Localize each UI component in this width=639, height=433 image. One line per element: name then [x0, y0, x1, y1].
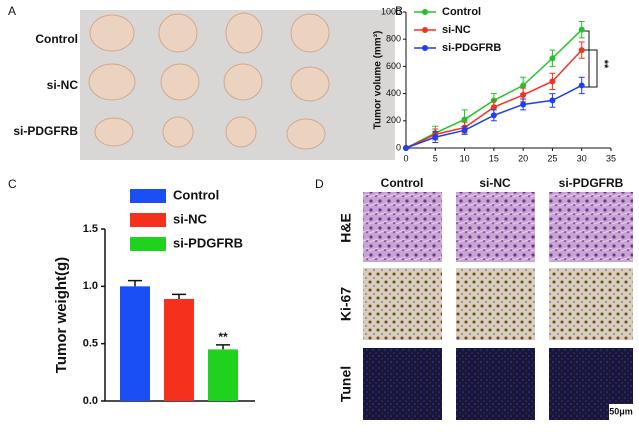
- point: [549, 55, 556, 62]
- legend-swatch: [130, 237, 166, 251]
- y-axis-label: Tumor volume (mm³): [373, 31, 384, 130]
- y-tick-label: 0: [396, 142, 401, 152]
- y-tick-label: 400: [386, 88, 401, 98]
- panel-label: B: [395, 4, 403, 18]
- point: [549, 78, 556, 85]
- bar: [208, 349, 238, 401]
- bar: [164, 298, 194, 401]
- y-tick-label: 200: [386, 115, 401, 125]
- point: [403, 145, 409, 151]
- y-tick-label: 1000: [381, 6, 401, 16]
- legend-marker: [422, 27, 428, 33]
- legend-swatch: [130, 213, 166, 227]
- legend-marker: [422, 45, 428, 51]
- point: [490, 104, 497, 111]
- legend-label: si-NC: [173, 211, 208, 226]
- panel-label: C: [8, 177, 17, 191]
- row-label: si-PDGFRB: [13, 124, 78, 138]
- x-tick-label: 30: [577, 153, 587, 163]
- row-label: Ki-67: [338, 287, 354, 321]
- point: [461, 116, 468, 123]
- y-tick-label: 600: [386, 61, 401, 71]
- legend-label: si-PDGFRB: [442, 42, 501, 54]
- scale-bar: 50μm: [609, 406, 633, 416]
- column-label: si-NC: [479, 176, 511, 190]
- point: [490, 112, 497, 119]
- x-tick-label: 25: [547, 153, 557, 163]
- error-bar: [172, 293, 186, 299]
- x-tick-label: 0: [403, 153, 408, 163]
- legend-swatch: [130, 189, 166, 203]
- error-bar: [128, 279, 142, 287]
- annotation: **: [598, 60, 610, 69]
- point: [520, 101, 527, 108]
- x-tick-label: 5: [433, 153, 438, 163]
- point: [549, 97, 556, 104]
- error-bar: [216, 344, 230, 350]
- row-label: si-NC: [47, 78, 79, 92]
- legend-label: si-PDGFRB: [173, 235, 243, 250]
- legend-label: si-NC: [442, 24, 471, 36]
- point: [461, 127, 468, 134]
- x-tick-label: 15: [489, 153, 499, 163]
- y-axis-label: Tumor weight(g): [53, 257, 70, 373]
- y-tick-label: 0.5: [83, 338, 98, 350]
- panel-label: A: [8, 4, 16, 18]
- significance-bracket: [584, 30, 598, 88]
- x-tick-label: 20: [518, 153, 528, 163]
- row-label: Tunel: [338, 366, 354, 402]
- row-label: Control: [35, 32, 78, 46]
- scale-bar-box: [609, 404, 633, 420]
- point: [520, 91, 527, 98]
- column-label: Control: [381, 176, 424, 190]
- point: [578, 47, 585, 54]
- legend-marker: [422, 9, 428, 15]
- point: [432, 134, 439, 141]
- legend-label: Control: [173, 187, 219, 202]
- point: [520, 82, 527, 89]
- legend-label: Control: [442, 6, 481, 18]
- row-label: H&E: [338, 213, 354, 243]
- micrographs: [363, 192, 633, 420]
- panel-label: D: [315, 177, 324, 191]
- point: [578, 26, 585, 33]
- x-tick-label: 10: [460, 153, 470, 163]
- column-label: si-PDGFRB: [559, 176, 624, 190]
- point: [578, 82, 585, 89]
- tumors: [88, 12, 330, 150]
- bar: [120, 286, 150, 401]
- annotation: **: [218, 330, 228, 344]
- y-tick-label: 1.5: [83, 223, 98, 235]
- y-tick-label: 0.0: [83, 395, 98, 407]
- x-tick-label: 35: [606, 153, 616, 163]
- y-tick-label: 1.0: [83, 280, 98, 292]
- y-tick-label: 800: [386, 34, 401, 44]
